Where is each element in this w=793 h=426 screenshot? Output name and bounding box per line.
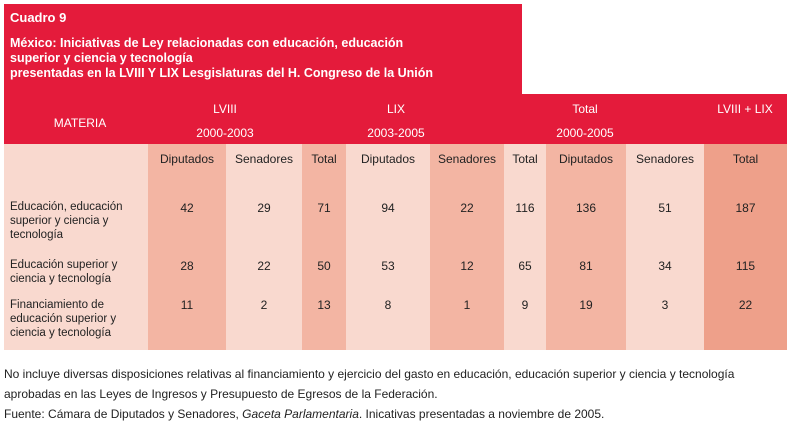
table-cell: 94 bbox=[381, 201, 395, 215]
table-cell: 28 bbox=[180, 259, 194, 273]
subheader-lviii-diputados: Diputados bbox=[159, 152, 215, 166]
row-label: Financiamiento de educación superior y c… bbox=[10, 298, 150, 340]
subheader-lix-senadores: Senadores bbox=[437, 152, 497, 166]
table-cell: 8 bbox=[384, 298, 392, 312]
table-cell: 3 bbox=[661, 298, 669, 312]
group-lviii-years: 2000-2003 bbox=[196, 126, 254, 140]
table-cell: 136 bbox=[575, 201, 597, 215]
subheader-combined-total: Total bbox=[732, 152, 759, 166]
group-total-years: 2000-2005 bbox=[556, 126, 614, 140]
table-cell: 11 bbox=[180, 298, 194, 312]
row-label: Educación superior y ciencia y tecnologí… bbox=[10, 258, 150, 286]
row-label: Educación, educación superior y ciencia … bbox=[10, 200, 150, 242]
group-lix-name: LIX bbox=[386, 102, 405, 116]
subheader-lix-total: Total bbox=[512, 152, 538, 166]
column-bg-combined-total bbox=[704, 144, 787, 350]
column-bg-lviii-senadores bbox=[226, 144, 302, 350]
column-bg-total-senadores bbox=[626, 144, 704, 350]
materia-header: MATERIA bbox=[53, 116, 107, 130]
table-cell: 19 bbox=[579, 298, 593, 312]
subheader-lviii-total: Total bbox=[311, 152, 337, 166]
row-label-line: ciencia y tecnología bbox=[10, 273, 112, 285]
column-bg-lix-diputados bbox=[346, 144, 430, 350]
table-title-box: Cuadro 9 México: Iniciativas de Ley rela… bbox=[4, 4, 522, 94]
column-bg-materia bbox=[4, 144, 148, 350]
table-cell: 2 bbox=[260, 298, 268, 312]
column-bg-lix-total bbox=[504, 144, 546, 350]
group-lviii-name: LVIII bbox=[213, 102, 237, 116]
table-cell: 116 bbox=[515, 201, 535, 215]
table-cell: 65 bbox=[518, 259, 532, 273]
row-label-line: superior y ciencia y bbox=[10, 215, 109, 227]
table-cell: 115 bbox=[735, 259, 756, 273]
table-title-line-3: presentadas en la LVIII Y LIX Lesgislatu… bbox=[10, 66, 434, 80]
table-cell: 22 bbox=[257, 259, 271, 273]
group-total-name: Total bbox=[572, 102, 598, 116]
row-label-line: ciencia y tecnología bbox=[10, 327, 112, 339]
row-label-line: educación superior y bbox=[10, 313, 117, 325]
table-cell: 50 bbox=[317, 259, 331, 273]
subheader-total-senadores: Senadores bbox=[635, 152, 695, 166]
subheader-lviii-senadores: Senadores bbox=[234, 152, 294, 166]
group-combined-name: LVIII + LIX bbox=[717, 102, 773, 116]
table-header-band bbox=[4, 94, 787, 144]
table-cell: 81 bbox=[579, 259, 593, 273]
note-line-1: No incluye diversas disposiciones relati… bbox=[4, 367, 735, 381]
source-prefix: Fuente: Cámara de Diputados y Senadores, bbox=[4, 407, 243, 421]
column-bg-lviii-total bbox=[302, 144, 346, 350]
source-line: Fuente: Cámara de Diputados y Senadores,… bbox=[4, 404, 793, 424]
note-line-2: aprobadas en las Leyes de Ingresos y Pre… bbox=[4, 387, 438, 401]
table-cell: 9 bbox=[521, 298, 529, 312]
table-cell: 22 bbox=[738, 298, 753, 312]
table-number: Cuadro 9 bbox=[10, 10, 67, 25]
table-title-line-2: superior y ciencia y tecnología bbox=[10, 51, 193, 65]
table-cell: 42 bbox=[180, 201, 194, 215]
table-cell: 71 bbox=[317, 201, 331, 215]
column-bg-lix-senadores bbox=[430, 144, 504, 350]
table-cell: 22 bbox=[460, 201, 474, 215]
row-label-line: tecnología bbox=[10, 229, 64, 241]
table-title-line-1: México: Iniciativas de Ley relacionadas … bbox=[10, 36, 404, 50]
table-cell: 12 bbox=[460, 259, 474, 273]
table-cell: 187 bbox=[735, 201, 756, 215]
source-publication: Gaceta Parlamentaria bbox=[242, 407, 359, 421]
table-cell: 51 bbox=[658, 201, 672, 215]
table-notes: No incluye diversas disposiciones relati… bbox=[4, 364, 793, 424]
table-cell: 13 bbox=[317, 298, 331, 312]
table-cell: 29 bbox=[257, 201, 271, 215]
column-bg-total-diputados bbox=[546, 144, 626, 350]
subheader-total-diputados: Diputados bbox=[558, 152, 614, 166]
table-cell: 1 bbox=[463, 298, 471, 312]
group-lix-years: 2003-2005 bbox=[367, 126, 425, 140]
table-cell: 34 bbox=[658, 259, 672, 273]
table-cell: 53 bbox=[381, 259, 395, 273]
column-bg-lviii-diputados bbox=[148, 144, 226, 350]
row-label-line: Financiamiento de bbox=[10, 299, 104, 311]
row-label-line: Educación, educación bbox=[10, 201, 123, 213]
source-suffix: . Inicativas presentadas a noviembre de … bbox=[358, 407, 605, 421]
row-label-line: Educación superior y bbox=[10, 259, 118, 271]
subheader-lix-diputados: Diputados bbox=[360, 152, 416, 166]
